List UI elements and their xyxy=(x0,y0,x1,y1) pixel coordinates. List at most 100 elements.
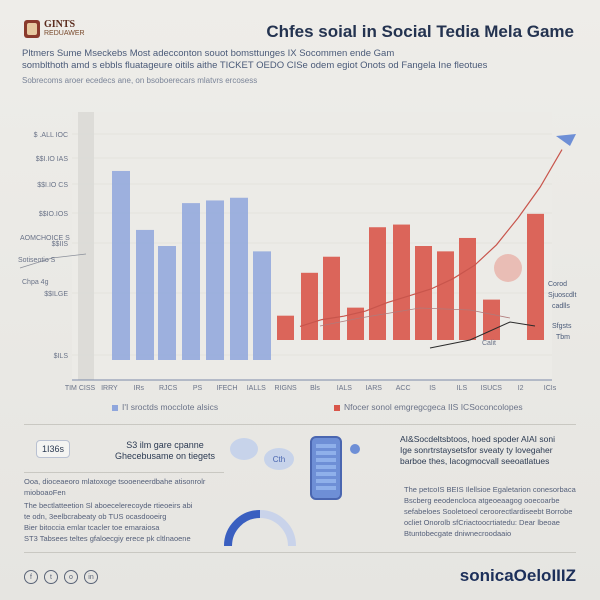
bar-red xyxy=(483,299,500,340)
blue-series xyxy=(112,170,271,360)
stat-label-1: S3 ilm gare cpanne xyxy=(126,440,204,450)
annotation-inside: Calit xyxy=(482,340,496,347)
left-body-line-4: ST3 Tabsees teltes gfaloecgiy erece pk c… xyxy=(24,534,191,543)
bar-blue xyxy=(112,170,130,360)
bar-red xyxy=(323,256,340,340)
y-tick-label: $ILS xyxy=(54,353,69,360)
bar-red xyxy=(415,246,432,340)
annotation-left-3: Chpa 4g xyxy=(22,279,49,286)
stat-badge: 1I36s xyxy=(36,440,71,458)
right-body-line-3: sefabeloes Sooletoeol ceroorectlardiseeb… xyxy=(404,507,573,516)
linkedin-icon[interactable]: in xyxy=(84,570,98,584)
x-tick-label: IS xyxy=(429,385,436,392)
y-tick-label: $$I.IO CS xyxy=(37,182,68,189)
left-body-line-1: The bectlatteetion Sl aboecelerecoyde rt… xyxy=(24,501,193,510)
left-body-line-3: Bier bitoccia emlar tcacler toe emaraios… xyxy=(24,523,160,532)
bar-red xyxy=(347,307,364,340)
gauge-icon xyxy=(224,510,296,547)
bar-blue xyxy=(230,197,248,360)
brand-logo: GINTS REDUAWER xyxy=(24,14,104,44)
legend-red: Nfocer sonol emgregcgeca IIS ICSoconcolo… xyxy=(334,402,523,412)
legend-red-label: Nfocer sonol emgregcgeca IIS ICSoconcolo… xyxy=(344,402,523,412)
trend-line xyxy=(299,149,563,327)
x-tick-label: RIGNS xyxy=(275,385,298,392)
left-caption: Ooa, dioceaeoro mlatoxoge tsooeneerdbahe… xyxy=(24,477,206,497)
bar-red xyxy=(393,224,410,340)
x-tick-label: ILS xyxy=(457,385,468,392)
divider-top xyxy=(24,424,576,425)
x-axis-ticks: TIM CISS IRRY IRs RJCS PS IFECH IALLS RIGNS Bls I… xyxy=(65,385,557,392)
annotation-right-4: Sfgsts xyxy=(552,323,572,330)
x-tick-label: IARS xyxy=(366,385,383,392)
left-body-line-2: te odn, 3eelbcrabeaty ob TUS ocasdooeirg xyxy=(24,512,167,521)
page-title: Chfes soial in Social Tedia Mela Game xyxy=(266,22,574,41)
right-heading-line-1: AI&Socdeltsbtoos, hoed spoder AIAI soni xyxy=(400,434,555,444)
x-tick-label: RJCS xyxy=(159,385,178,392)
logo-badge-icon xyxy=(24,20,40,38)
subtitle-line-1: Pltmers Sume Mseckebs Most adecconton so… xyxy=(22,48,395,59)
left-body: The bectlatteetion Sl aboecelerecoyde rt… xyxy=(24,500,214,544)
footer-brand: sonicaOeloIIIZ xyxy=(459,566,576,585)
y-tick-label: $$IO.IOS xyxy=(39,211,69,218)
logo-line-2: REDUAWER xyxy=(44,30,85,37)
x-tick-label: TIM CISS xyxy=(65,385,96,392)
x-tick-label: IALS xyxy=(337,385,353,392)
annotation-left-2: Sotiseotio S xyxy=(18,257,56,264)
annotation-right-5: Tbm xyxy=(556,334,570,341)
bar-blue xyxy=(158,246,176,360)
bar-blue xyxy=(182,203,200,360)
dark-trend-line xyxy=(429,321,536,349)
arrow-pointer-icon xyxy=(556,134,576,146)
subtitle-line-3: Sobrecoms aroer ecedecs ane, on bsoboere… xyxy=(22,76,258,85)
annotation-right-3: cadlls xyxy=(552,303,570,310)
right-heading-line-2: Ige sonrtrstaysetsfor sveaty ty lovegahe… xyxy=(400,445,553,455)
gauge-fill xyxy=(224,510,261,547)
bar-blue xyxy=(253,251,271,360)
chat-bubble-icon xyxy=(230,438,258,460)
highlight-bubble xyxy=(494,254,522,282)
bar-chart: $ .ALL IOC $$I.IO IAS $$I.IO CS $$IO.IOS $$I… xyxy=(18,112,576,392)
y-tick-label: $ .ALL IOC xyxy=(34,132,68,139)
chat-bubble-label: Cth xyxy=(264,448,294,470)
annotation-right-2: Sjuoscdlt xyxy=(548,292,576,299)
x-tick-label: ICIs xyxy=(544,385,557,392)
x-tick-label: PS xyxy=(193,385,203,392)
instagram-icon[interactable]: o xyxy=(64,570,78,584)
right-body: The petcoIS BEIS Ilellsioe Egaletarion c… xyxy=(404,484,580,539)
bar-red xyxy=(527,213,544,340)
x-tick-label: IALLS xyxy=(247,385,266,392)
social-links: f t o in xyxy=(24,570,98,584)
legend-red-swatch xyxy=(334,404,340,411)
right-body-line-5: Btuntobecgate dniwnecroodaaio xyxy=(404,529,512,538)
bar-blue xyxy=(206,200,224,360)
right-heading: AI&Socdeltsbtoos, hoed spoder AIAI soni … xyxy=(400,434,580,467)
x-tick-label: Bls xyxy=(310,385,320,392)
facebook-icon[interactable]: f xyxy=(24,570,38,584)
bar-red xyxy=(277,315,294,340)
x-tick-label: IFECH xyxy=(216,385,237,392)
twitter-icon[interactable]: t xyxy=(44,570,58,584)
legend-blue-label: I'I sroctds mocclote alsics xyxy=(122,402,219,412)
light-trend-line xyxy=(319,307,511,327)
x-tick-label: IRRY xyxy=(101,385,118,392)
annotation-right-1: Corod xyxy=(548,281,567,288)
bar-red xyxy=(369,227,386,340)
stat-label-2: Ghecebusame on tiegets xyxy=(114,451,216,461)
x-tick-label: ACC xyxy=(396,385,411,392)
right-body-line-1: The petcoIS BEIS Ilellsioe Egaletarion c… xyxy=(404,485,576,494)
right-body-line-4: ocliet Onorolb sfCriactoocrtiatedu: Dear… xyxy=(404,518,560,527)
y-tick-label: $$IIS xyxy=(52,241,69,248)
bar-blue xyxy=(136,229,154,360)
bar-red xyxy=(437,251,454,340)
subtitle-line-2: somblthoth amd s ebbls fluatageure oitil… xyxy=(22,60,488,71)
legend-blue: I'I sroctds mocclote alsics xyxy=(112,402,218,412)
legend-blue-swatch xyxy=(112,404,118,411)
x-tick-label: IRs xyxy=(134,385,145,392)
bar-red xyxy=(301,272,318,340)
bar-red xyxy=(459,237,476,340)
y-axis-ticks: $ .ALL IOC $$I.IO IAS $$I.IO CS $$IO.IOS $$I… xyxy=(34,132,69,360)
left-column-shadow xyxy=(78,112,94,380)
divider-left xyxy=(24,472,224,473)
divider-bottom xyxy=(24,552,576,553)
annotation-left-1: AOMCHOICE S xyxy=(20,235,70,242)
